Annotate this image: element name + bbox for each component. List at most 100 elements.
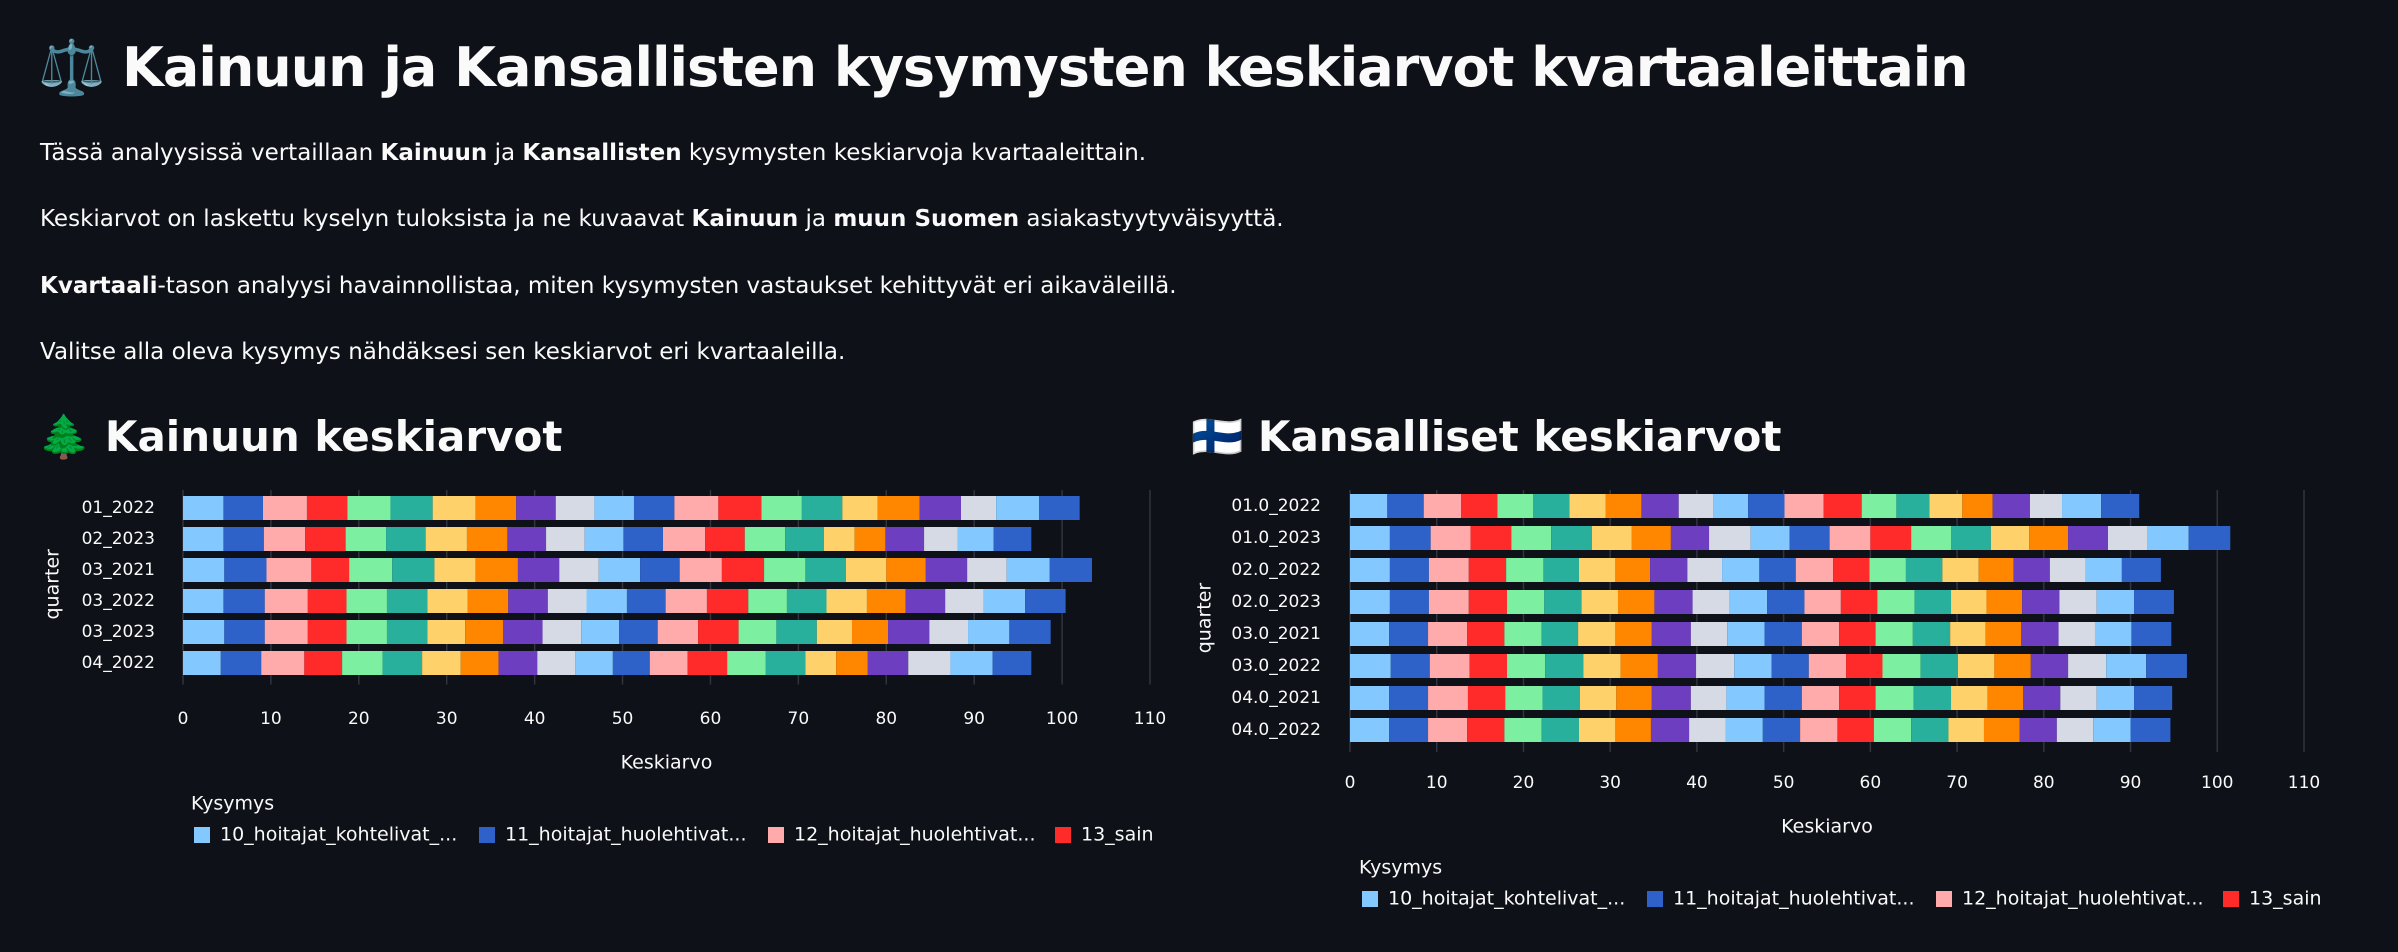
bar-segment xyxy=(1709,526,1751,550)
bar-segment xyxy=(1544,590,1582,614)
bar-segment xyxy=(263,527,306,551)
bar-segment xyxy=(764,558,806,582)
x-tick-label: 80 xyxy=(2033,773,2055,793)
legend-swatch xyxy=(1362,891,1378,907)
legend-label: 12_hoitajat_huolehtivat... xyxy=(794,824,1036,846)
bar-segment xyxy=(575,651,613,675)
bar-segment xyxy=(223,527,264,551)
bar-segment xyxy=(674,496,719,520)
paragraph: Kvartaali-tason analyysi havainnollistaa… xyxy=(40,273,1177,299)
bar-segment xyxy=(687,651,728,675)
bar-segment xyxy=(1833,558,1870,582)
bar-segment xyxy=(738,620,777,644)
bar-segment xyxy=(2096,590,2135,614)
bar-segment xyxy=(919,496,961,520)
bar-segment xyxy=(1870,526,1912,550)
bar-segment xyxy=(2019,718,2057,742)
bar-segment xyxy=(1631,526,1671,550)
legend-swatch xyxy=(479,827,495,843)
bar-segment xyxy=(1605,494,1642,518)
x-tick-label: 110 xyxy=(1134,709,1166,729)
bar-segment xyxy=(1911,718,1949,742)
text: -tason analyysi havainnollistaa, miten k… xyxy=(157,273,1177,299)
bar-segment xyxy=(924,527,958,551)
bar-segment xyxy=(594,496,634,520)
bar-segment xyxy=(1569,494,1606,518)
x-tick-label: 10 xyxy=(260,709,282,729)
bar-segment xyxy=(1869,558,1906,582)
bar-segment xyxy=(1506,558,1544,582)
bar-segment xyxy=(1948,718,1984,742)
bar-segment xyxy=(679,558,722,582)
bar-segment xyxy=(905,589,946,613)
y-tick-label: 02.0_2022 xyxy=(1231,560,1321,580)
bar-segment xyxy=(183,527,224,551)
bar-segment xyxy=(1951,590,1987,614)
bar-segment xyxy=(465,620,503,644)
bar-segment xyxy=(983,589,1026,613)
bar-segment xyxy=(223,589,265,613)
bar-segment xyxy=(2134,590,2174,614)
bar-segment xyxy=(640,558,680,582)
bar-segment xyxy=(626,589,666,613)
bar-segment xyxy=(1678,494,1714,518)
y-tick-label: 01.0_2022 xyxy=(1231,496,1321,516)
x-tick-label: 100 xyxy=(1046,709,1078,729)
bar-segment xyxy=(1551,526,1592,550)
paragraph: Keskiarvot on laskettu kyselyn tuloksist… xyxy=(40,206,1284,232)
bar-segment xyxy=(1387,494,1424,518)
bar-segment xyxy=(945,589,984,613)
text: Keskiarvot on laskettu kyselyn tuloksist… xyxy=(40,206,692,232)
bar-segment xyxy=(1725,718,1763,742)
bold-text: Kainuun xyxy=(691,206,799,232)
bar-segment xyxy=(721,558,765,582)
bar-segment xyxy=(744,527,786,551)
bar-segment xyxy=(1957,654,1995,678)
bar-segment xyxy=(836,651,868,675)
bar-segment xyxy=(665,589,707,613)
bar-segment xyxy=(1764,686,1802,710)
bar-segment xyxy=(1690,686,1727,710)
bar-segment xyxy=(1541,718,1579,742)
bar-segment xyxy=(2106,654,2147,678)
page-title: ⚖️ Kainuun ja Kansallisten kysymysten ke… xyxy=(38,36,1969,99)
bar-segment xyxy=(1905,558,1943,582)
bar-segment xyxy=(619,620,658,644)
y-tick-label: 03.0_2021 xyxy=(1231,624,1321,644)
bar-segment xyxy=(1615,558,1651,582)
bar-segment xyxy=(816,620,852,644)
bar-segment xyxy=(1350,686,1390,710)
legend-title: Kysymys xyxy=(191,793,274,815)
bar-segment xyxy=(1497,494,1533,518)
bar-segment xyxy=(612,651,650,675)
bar-segment xyxy=(542,620,582,644)
bar-segment xyxy=(386,527,426,551)
bar-segment xyxy=(1591,526,1632,550)
bar-segment xyxy=(1689,718,1726,742)
bar-segment xyxy=(475,558,518,582)
bar-segment xyxy=(1350,494,1388,518)
bar-segment xyxy=(2023,686,2061,710)
bar-segment xyxy=(866,589,906,613)
bar-segment xyxy=(2059,590,2097,614)
paragraph: Valitse alla oleva kysymys nähdäksesi se… xyxy=(40,339,845,365)
bar-segment xyxy=(307,589,347,613)
bar-segment xyxy=(1801,686,1840,710)
bar-segment xyxy=(2022,590,2060,614)
bar-segment xyxy=(183,558,225,582)
bar-segment xyxy=(2021,622,2059,646)
bar-segment xyxy=(224,620,265,644)
bar-segment xyxy=(1801,622,1840,646)
legend-label: 12_hoitajat_huolehtivat... xyxy=(1962,888,2204,910)
bar-segment xyxy=(2058,622,2095,646)
bar-segment xyxy=(261,651,305,675)
text: Valitse alla oleva kysymys nähdäksesi se… xyxy=(40,339,846,365)
bar-segment xyxy=(342,651,383,675)
bar-segment xyxy=(1505,686,1543,710)
bar-segment xyxy=(992,651,1032,675)
legend-swatch xyxy=(194,827,210,843)
bar-segment xyxy=(1929,494,1963,518)
bar-segment xyxy=(264,620,308,644)
bar-segment xyxy=(427,589,468,613)
text: ja xyxy=(798,206,834,232)
